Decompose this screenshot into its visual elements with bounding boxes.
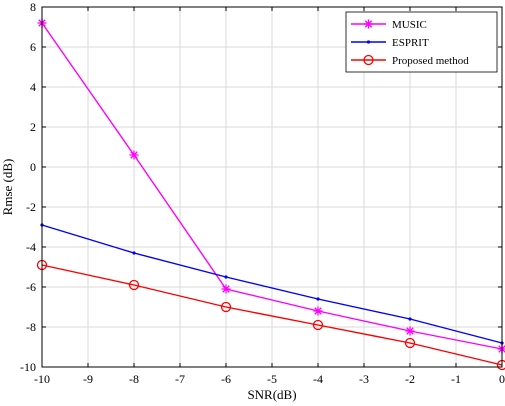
y-tick-label: -8 — [26, 320, 36, 334]
legend-label-music: MUSIC — [392, 19, 427, 31]
y-tick-label: -4 — [26, 240, 36, 254]
y-tick-label: -2 — [26, 200, 36, 214]
legend-marker-music — [364, 19, 373, 29]
data-point-proposed-method — [404, 337, 416, 349]
y-tick-label: 0 — [30, 160, 36, 174]
x-tick-label: -7 — [175, 372, 185, 386]
series-layer — [36, 18, 505, 371]
data-point-music — [129, 150, 139, 160]
y-tick-label: -10 — [20, 360, 36, 374]
legend-label-proposed-method: Proposed method — [392, 55, 469, 67]
x-tick-label: -4 — [313, 372, 323, 386]
data-point-esprit — [132, 251, 136, 255]
x-axis-title: SNR(dB) — [247, 387, 296, 402]
data-point-esprit — [224, 275, 228, 279]
legend-marker-esprit — [366, 40, 371, 44]
data-point-music — [221, 284, 231, 294]
legend-label-esprit: ESPRIT — [392, 37, 429, 49]
data-point-music — [497, 344, 505, 354]
legend-marker-proposed-method — [363, 54, 374, 66]
x-tick-label: -6 — [221, 372, 231, 386]
y-tick-label: 8 — [30, 0, 36, 14]
data-point-esprit — [316, 297, 320, 301]
x-tick-label: 0 — [499, 372, 505, 386]
y-axis-title: Rmse (dB) — [0, 159, 15, 216]
series-line-proposed-method — [41, 264, 503, 366]
y-tick-label: 6 — [30, 40, 36, 54]
y-tick-label: -6 — [26, 280, 36, 294]
data-point-proposed-method — [128, 279, 140, 291]
x-tick-label: -3 — [359, 372, 369, 386]
y-tick-label: 2 — [30, 120, 36, 134]
series-line-esprit — [41, 224, 503, 344]
data-point-music — [313, 306, 323, 316]
series-line-music — [41, 22, 503, 350]
data-point-proposed-method — [312, 319, 324, 331]
x-tick-label: -8 — [129, 372, 139, 386]
data-point-esprit — [408, 317, 412, 321]
data-point-proposed-method — [220, 301, 232, 313]
x-tick-label: -1 — [451, 372, 461, 386]
x-tick-label: -9 — [83, 372, 93, 386]
x-tick-label: -10 — [34, 372, 50, 386]
x-tick-label: -5 — [267, 372, 277, 386]
data-point-music — [405, 326, 415, 336]
x-tick-label: -2 — [405, 372, 415, 386]
legend: MUSIC ESPRIT Proposed method — [345, 11, 498, 73]
y-tick-label: 4 — [30, 80, 36, 94]
